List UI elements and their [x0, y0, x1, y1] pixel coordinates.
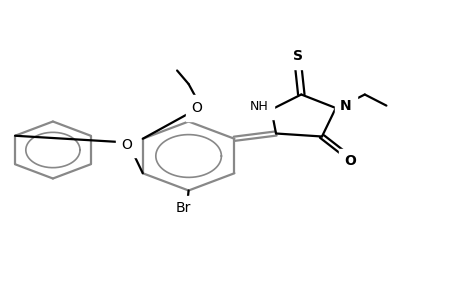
Text: O: O: [344, 154, 356, 168]
Text: NH: NH: [250, 100, 268, 113]
Text: S: S: [292, 49, 302, 63]
Text: O: O: [191, 101, 202, 115]
Text: N: N: [339, 99, 351, 112]
Text: O: O: [121, 138, 132, 152]
Text: Br: Br: [175, 202, 190, 215]
